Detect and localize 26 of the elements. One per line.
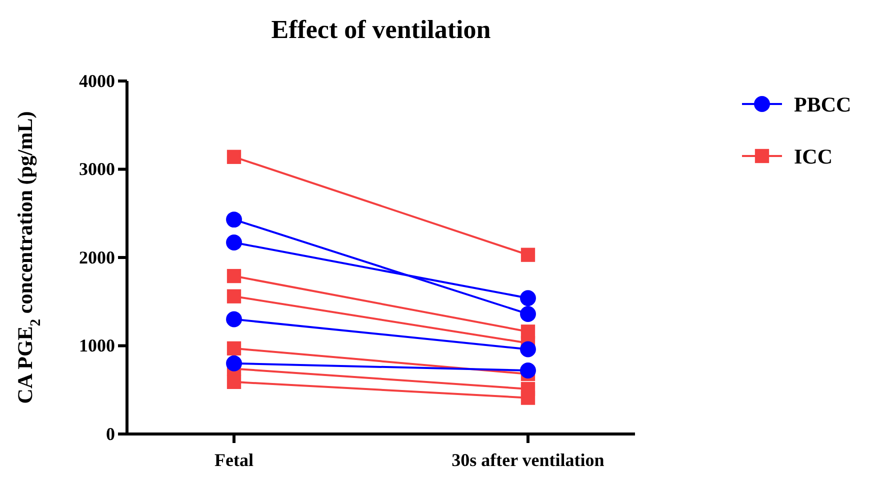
point [226,355,242,372]
y-tick-label: 0 [106,424,115,444]
chart-title: Effect of ventilation [271,15,492,44]
point [226,289,242,304]
point [520,290,536,306]
y-tick-label: 3000 [79,159,115,180]
point [226,374,242,390]
point [520,382,536,396]
point [520,306,536,322]
x-tick-label: 30s after ventilation [452,450,604,470]
y-tick-label: 4000 [79,70,115,91]
point [520,362,536,378]
point [226,234,242,250]
y-tick-label: 1000 [79,336,115,356]
point [520,324,536,339]
x-tick-label: Fetal [214,450,254,470]
point [520,341,536,358]
legend-label: PBCC [794,92,852,116]
legend-label: ICC [794,144,833,168]
point [226,268,242,284]
y-tick-label: 2000 [79,247,115,268]
point [226,212,242,228]
point [520,248,536,262]
point [226,341,242,356]
point [226,311,242,328]
point [226,150,242,164]
